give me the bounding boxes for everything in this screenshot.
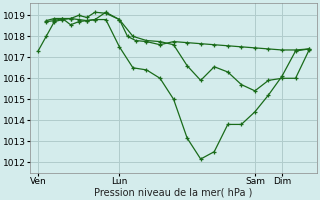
X-axis label: Pression niveau de la mer( hPa ): Pression niveau de la mer( hPa ) — [94, 187, 253, 197]
